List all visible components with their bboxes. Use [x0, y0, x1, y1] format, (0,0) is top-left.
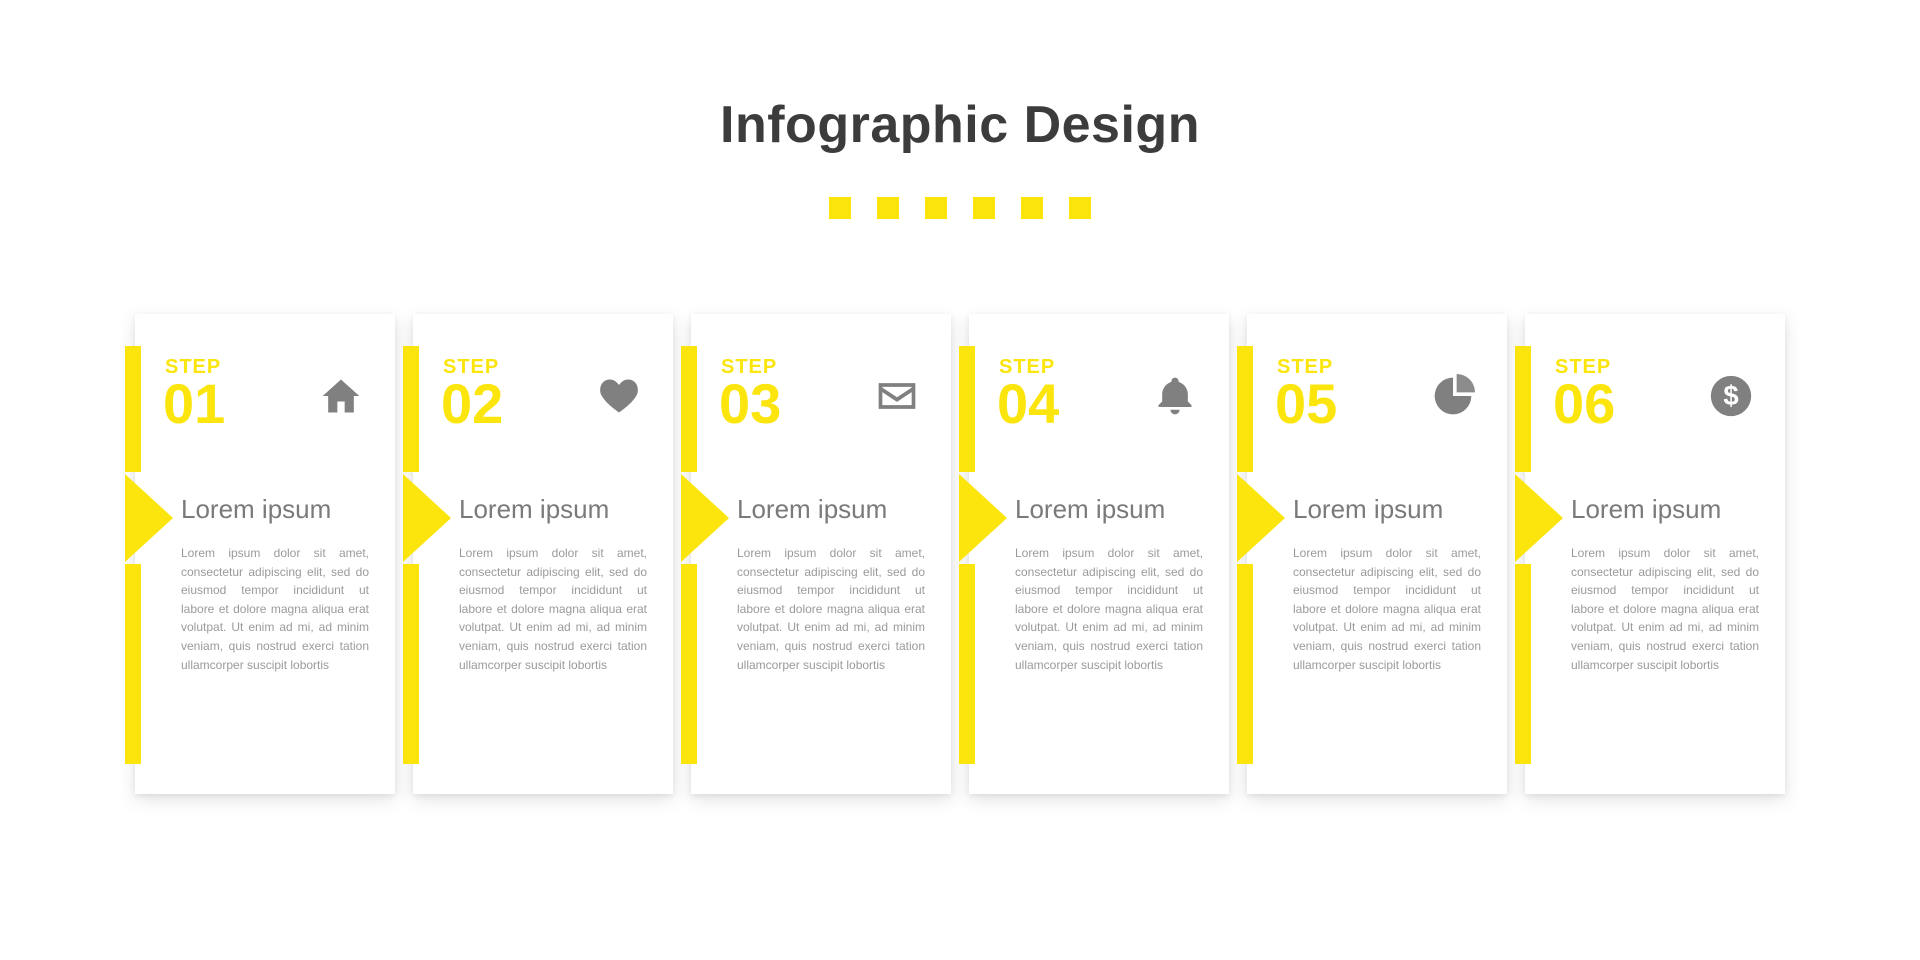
- page-title: Infographic Design: [720, 95, 1200, 155]
- step-heading: Lorem ipsum: [181, 494, 371, 525]
- accent-bar: [959, 346, 975, 472]
- decor-dot: [829, 197, 851, 219]
- step-card-05: STEP 05 Lorem ipsum Lorem ipsum dolor si…: [1247, 314, 1507, 794]
- accent-bar: [125, 346, 141, 472]
- arrow-icon: [681, 474, 729, 562]
- step-card-06: STEP 06 $ Lorem ipsum Lorem ipsum dolor …: [1525, 314, 1785, 794]
- step-body: Lorem ipsum dolor sit amet, consectetur …: [1571, 544, 1759, 674]
- accent-bar: [125, 564, 141, 764]
- svg-text:$: $: [1723, 380, 1738, 411]
- decor-dots: [829, 197, 1091, 219]
- decor-dot: [1021, 197, 1043, 219]
- accent-bar: [403, 346, 419, 472]
- step-number: 03: [719, 376, 781, 432]
- step-body: Lorem ipsum dolor sit amet, consectetur …: [1293, 544, 1481, 674]
- step-number: 04: [997, 376, 1059, 432]
- step-card-01: STEP 01 Lorem ipsum Lorem ipsum dolor si…: [135, 314, 395, 794]
- arrow-icon: [1237, 474, 1285, 562]
- decor-dot: [1069, 197, 1091, 219]
- step-body: Lorem ipsum dolor sit amet, consectetur …: [737, 544, 925, 674]
- step-heading: Lorem ipsum: [1293, 494, 1483, 525]
- accent-bar: [681, 346, 697, 472]
- arrow-icon: [959, 474, 1007, 562]
- step-cards: STEP 01 Lorem ipsum Lorem ipsum dolor si…: [135, 314, 1785, 794]
- step-number: 01: [163, 376, 225, 432]
- step-heading: Lorem ipsum: [1015, 494, 1205, 525]
- accent-bar: [1515, 564, 1531, 764]
- accent-bar: [1237, 346, 1253, 472]
- accent-bar: [1237, 564, 1253, 764]
- accent-bar: [959, 564, 975, 764]
- mail-icon: [875, 374, 919, 418]
- accent-bar: [403, 564, 419, 764]
- step-number: 05: [1275, 376, 1337, 432]
- step-number: 02: [441, 376, 503, 432]
- bell-icon: [1153, 374, 1197, 418]
- decor-dot: [973, 197, 995, 219]
- step-heading: Lorem ipsum: [737, 494, 927, 525]
- step-card-03: STEP 03 Lorem ipsum Lorem ipsum dolor si…: [691, 314, 951, 794]
- decor-dot: [877, 197, 899, 219]
- step-body: Lorem ipsum dolor sit amet, consectetur …: [1015, 544, 1203, 674]
- infographic-root: Infographic Design STEP 01 Lorem ipsum L…: [0, 0, 1920, 960]
- accent-bar: [1515, 346, 1531, 472]
- accent-bar: [681, 564, 697, 764]
- home-icon: [319, 374, 363, 418]
- decor-dot: [925, 197, 947, 219]
- pie-icon: [1431, 374, 1475, 418]
- dollar-icon: $: [1709, 374, 1753, 418]
- arrow-icon: [1515, 474, 1563, 562]
- step-number: 06: [1553, 376, 1615, 432]
- step-heading: Lorem ipsum: [1571, 494, 1761, 525]
- arrow-icon: [125, 474, 173, 562]
- step-card-04: STEP 04 Lorem ipsum Lorem ipsum dolor si…: [969, 314, 1229, 794]
- step-body: Lorem ipsum dolor sit amet, consectetur …: [181, 544, 369, 674]
- heart-icon: [597, 374, 641, 418]
- step-card-02: STEP 02 Lorem ipsum Lorem ipsum dolor si…: [413, 314, 673, 794]
- arrow-icon: [403, 474, 451, 562]
- step-body: Lorem ipsum dolor sit amet, consectetur …: [459, 544, 647, 674]
- step-heading: Lorem ipsum: [459, 494, 649, 525]
